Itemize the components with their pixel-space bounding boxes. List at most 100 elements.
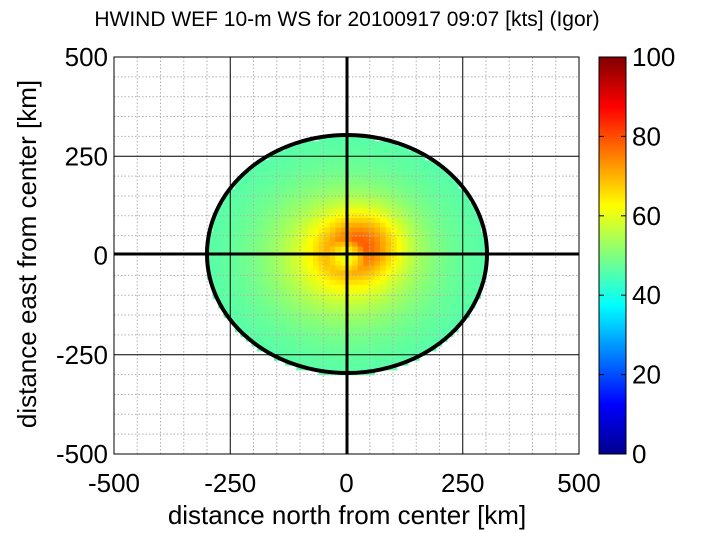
wind-cell [296, 241, 303, 247]
wind-cell [480, 241, 487, 247]
wind-cell [452, 217, 459, 223]
wind-cell [352, 169, 359, 176]
wind-cell [379, 179, 387, 185]
wind-cell [363, 207, 370, 214]
wind-cell [223, 231, 230, 238]
wind-cell [285, 174, 292, 180]
wind-cell [363, 184, 370, 190]
wind-cell [279, 169, 286, 176]
wind-cell [396, 326, 403, 333]
wind-cell [335, 279, 342, 285]
wind-cell [441, 322, 448, 328]
x-tick-label: 250 [441, 468, 484, 498]
wind-cell [396, 355, 403, 361]
wind-cell [296, 265, 303, 271]
wind-cell [346, 212, 353, 218]
wind-cell [480, 255, 487, 261]
wind-cell [324, 198, 331, 204]
wind-cell [318, 265, 325, 271]
wind-cell [273, 298, 281, 304]
wind-cell [430, 198, 437, 204]
wind-cell [424, 288, 431, 295]
wind-cell [340, 150, 348, 157]
wind-cell [229, 284, 236, 290]
wind-cell [307, 217, 314, 223]
wind-cell [301, 222, 309, 228]
wind-cell [307, 355, 314, 361]
wind-cell [246, 274, 253, 280]
wind-cell [452, 203, 459, 209]
wind-cell [352, 236, 359, 242]
wind-cell [234, 284, 242, 290]
wind-cell [290, 207, 297, 214]
wind-cell [424, 193, 431, 199]
wind-cell [458, 245, 465, 252]
wind-cell [285, 155, 292, 161]
wind-cell [296, 336, 303, 342]
wind-cell [296, 188, 303, 195]
wind-cell [396, 341, 403, 347]
wind-cell [301, 346, 309, 352]
wind-cell [430, 260, 437, 266]
wind-cell [368, 150, 375, 157]
wind-cell [469, 298, 476, 304]
wind-cell [385, 326, 392, 333]
wind-cell [374, 217, 381, 223]
wind-cell [279, 322, 286, 328]
wind-cell [469, 284, 476, 290]
wind-cell [374, 322, 381, 328]
wind-cell [268, 231, 275, 238]
wind-cell [335, 203, 342, 209]
wind-cell [474, 245, 482, 252]
wind-cell [234, 303, 242, 309]
wind-cell [402, 260, 409, 266]
wind-cell [296, 255, 303, 261]
wind-cell [290, 222, 297, 228]
wind-cell [385, 346, 392, 352]
wind-cell [463, 307, 470, 314]
wind-cell [307, 160, 314, 166]
wind-cell [329, 298, 336, 304]
wind-cell [385, 284, 392, 290]
wind-cell [357, 346, 364, 352]
wind-cell [218, 265, 225, 271]
wind-cell [357, 207, 364, 214]
wind-cell [301, 231, 309, 238]
x-tick-label: 500 [557, 468, 600, 498]
wind-cell [424, 331, 431, 338]
wind-cell [262, 269, 269, 276]
wind-cell [229, 265, 236, 271]
wind-cell [290, 231, 297, 238]
wind-cell [273, 284, 281, 290]
wind-cell [474, 241, 482, 247]
wind-cell [257, 236, 264, 242]
wind-cell [313, 317, 320, 323]
wind-cell [273, 350, 281, 357]
wind-cell [357, 236, 364, 242]
wind-cell [463, 298, 470, 304]
wind-cell [435, 245, 442, 252]
wind-cell [430, 274, 437, 280]
wind-cell [296, 326, 303, 333]
wind-cell [279, 265, 286, 271]
wind-cell [318, 307, 325, 314]
wind-cell [307, 307, 314, 314]
wind-cell [251, 260, 258, 266]
wind-cell [385, 288, 392, 295]
wind-cell [357, 141, 364, 147]
wind-cell [229, 255, 236, 261]
wind-cell [407, 164, 415, 171]
wind-cell [391, 226, 398, 233]
wind-cell [257, 260, 264, 266]
wind-cell [279, 336, 286, 342]
wind-cell [374, 298, 381, 304]
wind-cell [246, 184, 253, 190]
wind-cell [346, 236, 353, 242]
wind-cell [379, 231, 387, 238]
wind-cell [324, 307, 331, 314]
wind-cell [301, 174, 309, 180]
wind-cell [313, 217, 320, 223]
wind-cell [329, 260, 336, 266]
wind-cell [346, 231, 353, 238]
wind-cell [396, 222, 403, 228]
